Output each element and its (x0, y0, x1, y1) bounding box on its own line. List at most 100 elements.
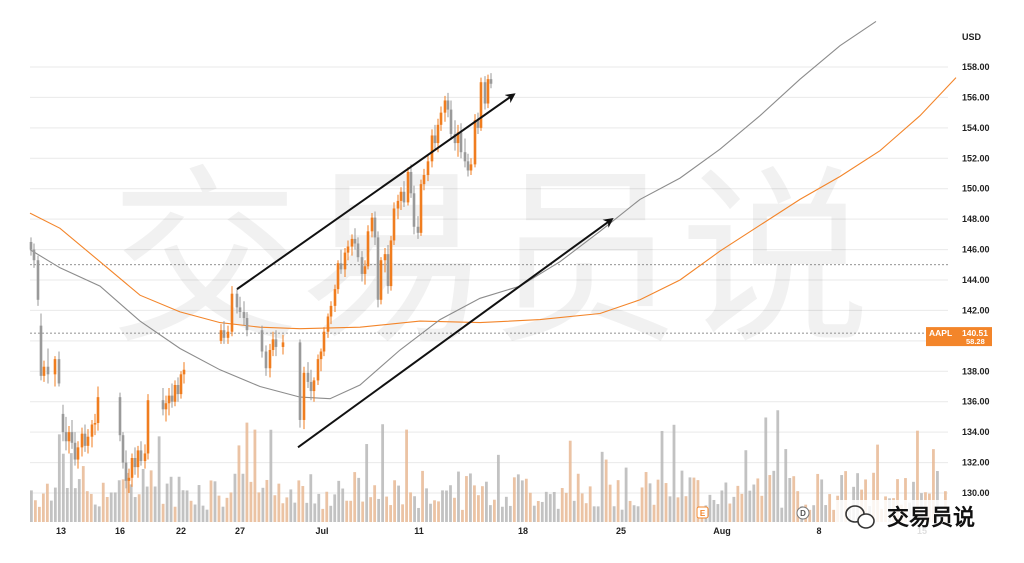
volume-bar (876, 444, 879, 522)
candle-body (379, 260, 383, 300)
volume-bar (620, 509, 624, 522)
dividend-event-label: D (800, 509, 806, 518)
volume-bar (461, 509, 464, 522)
volume-bar (129, 484, 133, 522)
volume-bar (405, 429, 408, 522)
volume-bar (496, 454, 500, 522)
moving-average-slow (29, 77, 957, 330)
volume-bar (688, 477, 692, 522)
volume-bar (792, 476, 796, 522)
volume-bar (317, 493, 321, 522)
candle-body (173, 384, 177, 402)
candle-body (386, 254, 390, 287)
volume-bar (492, 499, 496, 522)
volume-bar (237, 445, 241, 522)
volume-bar (568, 440, 572, 522)
y-tick-label: 150.00 (962, 184, 990, 194)
volume-bar (333, 494, 337, 522)
volume-bar (780, 507, 784, 522)
volume-bar (716, 504, 720, 522)
candle-body (226, 331, 230, 338)
volume-bar (93, 504, 97, 522)
volume-bar (381, 424, 385, 522)
volume-bar (752, 484, 756, 522)
volume-bar (273, 495, 277, 522)
volume-bar (73, 488, 77, 522)
candle-body (419, 184, 423, 233)
volume-bar (285, 497, 289, 522)
candle-body (302, 372, 306, 420)
candle-body (133, 458, 137, 468)
volume-bar (788, 478, 792, 522)
volume-bar (289, 489, 293, 522)
volume-bar (217, 495, 221, 522)
candle-body (370, 217, 374, 232)
volume-bar (744, 450, 748, 522)
candle-body (346, 246, 350, 253)
candle-body (463, 152, 467, 162)
volume-bar (816, 473, 820, 522)
candle-body (39, 325, 43, 376)
volume-bar (349, 500, 353, 522)
candle-body (127, 477, 131, 481)
volume-bar (820, 479, 824, 522)
candle-body (343, 252, 347, 270)
candle-body (430, 135, 434, 162)
volume-bar (740, 493, 744, 522)
candle-body (446, 100, 450, 110)
volume-bar (772, 470, 776, 522)
volume-bar (233, 473, 237, 522)
volume-bar (369, 497, 373, 522)
candle-body (396, 200, 400, 209)
volume-bar (329, 505, 333, 522)
candle-body (146, 400, 150, 454)
volume-bar (684, 496, 688, 522)
candle-body (222, 330, 226, 338)
y-tick-label: 152.00 (962, 153, 990, 163)
volume-bar (668, 496, 672, 522)
volume-bar (413, 496, 416, 522)
price-badge-sub: 58.28 (966, 337, 985, 346)
volume-bar (465, 476, 468, 522)
volume-bar (205, 509, 209, 522)
volume-bar (137, 494, 141, 522)
dividend-event-icon (796, 506, 810, 520)
volume-bar (584, 503, 588, 522)
volume-bar (61, 453, 65, 522)
volume-bar (604, 459, 608, 522)
volume-bar (37, 506, 41, 522)
volume-bar (113, 492, 117, 522)
volume-bar (297, 480, 301, 522)
candle-body (336, 263, 340, 290)
y-tick-label: 156.00 (962, 92, 990, 102)
volume-bar (421, 470, 424, 522)
volume-bar (49, 500, 53, 522)
volume-bar (676, 497, 680, 522)
candle-body (449, 109, 453, 134)
volume-bar (457, 471, 460, 522)
candle-body (333, 289, 337, 306)
candle-body (312, 380, 316, 392)
volume-bar (784, 449, 788, 522)
volume-bar (397, 485, 400, 522)
candle-body (322, 331, 326, 352)
candle-body (412, 193, 416, 227)
candle-body (436, 124, 440, 144)
volume-bar (936, 471, 939, 522)
volume-bar (636, 506, 640, 522)
candle-body (483, 82, 487, 104)
price-badge (926, 327, 992, 347)
volume-bar (512, 477, 516, 522)
volume-bar (221, 506, 225, 522)
volume-bar (556, 508, 560, 522)
volume-bar (125, 472, 129, 522)
candle-body (143, 453, 147, 462)
candle-body (298, 342, 302, 420)
candle-body (409, 171, 413, 194)
volume-bar (293, 502, 297, 522)
candle-body (73, 442, 77, 460)
volume-bar (77, 479, 81, 522)
x-tick-label: 13 (56, 526, 66, 536)
